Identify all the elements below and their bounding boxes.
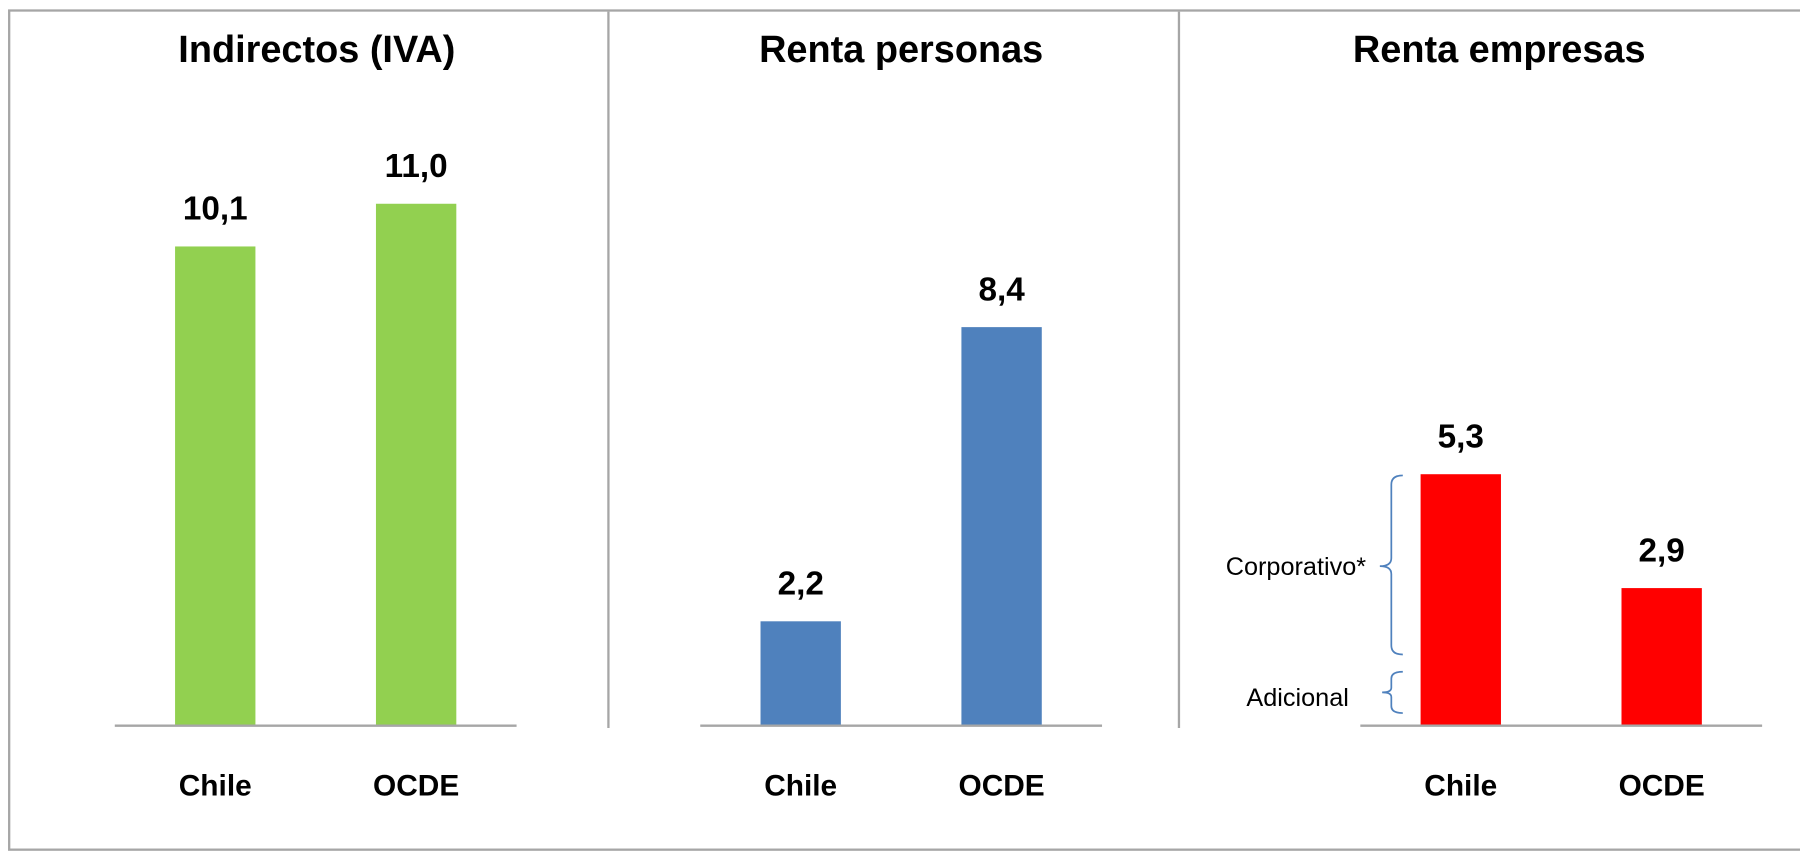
x-tick-label: Chile: [764, 770, 837, 803]
bar: [375, 203, 457, 726]
value-label: 2,2: [778, 566, 824, 603]
chart-title: Renta personas: [759, 29, 1043, 71]
chart-title: Renta empresas: [1353, 29, 1646, 71]
value-label: 11,0: [385, 148, 448, 185]
annotation: Adicional: [1246, 684, 1348, 712]
bar: [1621, 588, 1702, 726]
bar: [760, 621, 841, 726]
x-tick-label: OCDE: [1619, 770, 1705, 803]
chart-title: Indirectos (IVA): [178, 29, 455, 71]
value-label: 5,3: [1438, 418, 1484, 455]
value-label: 10,1: [183, 191, 248, 228]
x-tick-label: Chile: [179, 770, 252, 803]
x-tick-label: Chile: [1424, 770, 1497, 803]
value-label: 2,9: [1639, 532, 1685, 569]
value-label: 8,4: [978, 271, 1025, 308]
x-tick-label: OCDE: [373, 770, 459, 803]
annotation: Corporativo*: [1226, 553, 1367, 581]
bar: [175, 246, 256, 726]
brace: [1382, 670, 1403, 714]
brace: [1379, 474, 1403, 656]
bar: [1420, 474, 1501, 726]
bar: [961, 327, 1042, 726]
frame: [8, 9, 1800, 851]
x-tick-label: OCDE: [959, 770, 1045, 803]
